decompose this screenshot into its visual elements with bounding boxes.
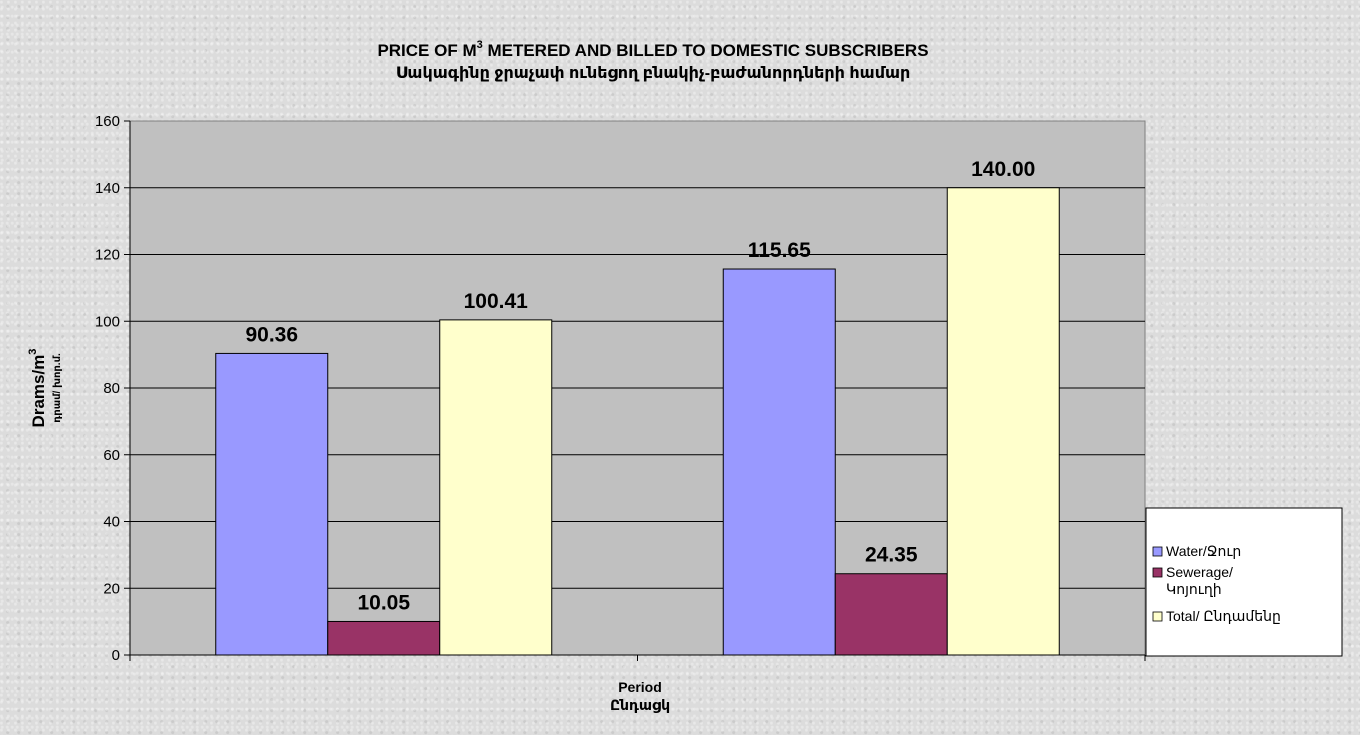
y-axis-ticks: 0 20 40 60 80 100 120 140 160: [95, 113, 130, 664]
y-tick-label: 40: [103, 514, 120, 531]
data-label: 24.35: [865, 544, 918, 567]
chart-title-superscript: 3: [477, 39, 483, 51]
legend-label-sewerage-line1: Sewerage/: [1166, 564, 1233, 580]
legend-swatch-water: [1152, 546, 1163, 557]
bar: [439, 319, 553, 656]
y-axis-label-main: Drams/m3: [27, 349, 48, 428]
y-tick-label: 0: [112, 647, 120, 664]
bars: [215, 187, 1060, 656]
x-axis-label-line1: Period: [618, 679, 662, 695]
y-tick-label: 120: [95, 247, 120, 264]
bar: [722, 268, 836, 656]
data-label: 100.41: [464, 290, 529, 313]
legend-swatch-total: [1152, 611, 1163, 622]
legend-label-sewerage-line2: Կոյուղի: [1166, 581, 1222, 597]
data-label: 90.36: [245, 323, 298, 346]
chart-title-suffix: METERED AND BILLED TO DOMESTIC SUBSCRIBE…: [483, 41, 929, 60]
data-label: 140.00: [971, 158, 1035, 181]
data-label: 115.65: [748, 239, 811, 262]
y-axis-label-superscript: 3: [27, 349, 39, 355]
chart-title-line2: Սակագինը ջրաչափ ունեցող բնակիչ-բաժանորդն…: [396, 65, 911, 82]
data-label: 10.05: [357, 591, 410, 614]
y-tick-label: 140: [95, 180, 120, 197]
legend-label-total: Total/ Ընդամենը: [1166, 608, 1281, 624]
y-tick-label: 160: [95, 113, 120, 130]
y-axis-label-text: Drams/m: [29, 355, 48, 428]
bar: [215, 352, 329, 656]
chart-title-line1: PRICE OF M3 METERED AND BILLED TO DOMEST…: [377, 39, 928, 60]
bar: [946, 187, 1060, 656]
legend-box: [1145, 507, 1343, 657]
y-tick-label: 20: [103, 580, 120, 597]
y-axis-label: Drams/m3 դրամ/ խոր.մ.: [27, 349, 63, 428]
data-labels: 90.36 10.05 100.41 115.65 24.35 140.00: [245, 158, 1035, 615]
y-tick-label: 60: [103, 447, 120, 464]
x-axis-ticks: [129, 655, 1146, 661]
legend-swatch-sewerage: [1152, 567, 1163, 578]
bar: [327, 620, 441, 656]
y-tick-label: 80: [103, 380, 120, 397]
chart-title-prefix: PRICE OF M: [377, 41, 476, 60]
y-tick-label: 100: [95, 313, 120, 330]
legend-label-water: Water/Ջուր: [1166, 543, 1241, 559]
y-axis-label-sub: դրամ/ խոր.մ.: [52, 353, 63, 423]
x-axis-label-line2: Ընդացկ: [610, 697, 670, 713]
legend: Water/Ջուր Sewerage/ Կոյուղի Total/ Ընդա…: [1145, 507, 1343, 657]
bar: [834, 573, 948, 656]
